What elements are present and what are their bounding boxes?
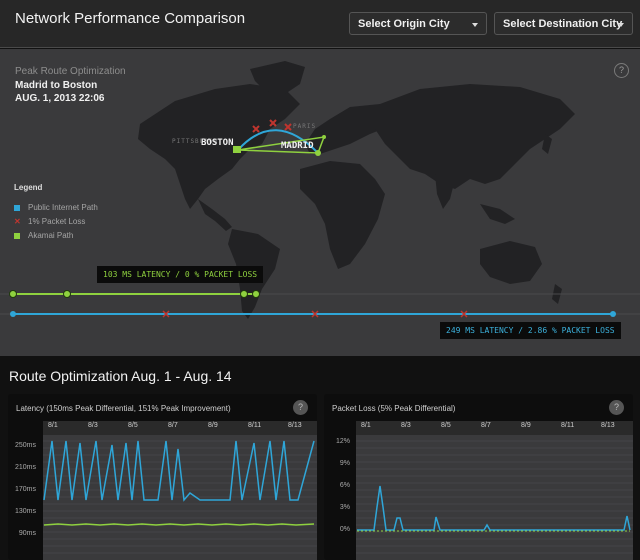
x-tick: 8/9 (208, 422, 218, 429)
x-tick: 8/3 (401, 422, 411, 429)
help-icon[interactable]: ? (614, 63, 629, 78)
akamai-latency-series (43, 523, 315, 526)
x-tick: 8/7 (168, 422, 178, 429)
square-icon (14, 232, 20, 239)
akamai-timeline-hops (9, 290, 260, 298)
x-tick: 8/11 (248, 422, 262, 429)
route-optimization-section: Route Optimization Aug. 1 - Aug. 14 Late… (0, 356, 640, 560)
y-tick: 130ms (14, 508, 36, 515)
x-tick: 8/1 (48, 422, 58, 429)
paris-node (322, 135, 326, 139)
origin-city-select[interactable]: Select Origin City (349, 12, 487, 35)
x-tick: 8/1 (361, 422, 371, 429)
destination-city-select[interactable]: Select Destination City (494, 12, 633, 35)
x-tick: 8/3 (88, 422, 98, 429)
packet-loss-chart-title: Packet Loss (5% Peak Differential) (332, 404, 456, 413)
city-label-faint: PARIS (293, 123, 317, 130)
x-tick: 8/5 (128, 422, 138, 429)
x-tick: 8/13 (288, 422, 302, 429)
akamai-latency-tooltip: 103 MS LATENCY / 0 % PACKET LOSS (97, 266, 264, 283)
map-subtitle: Peak Route Optimization (15, 66, 126, 77)
city-label-boston: BOSTON (201, 138, 234, 148)
y-tick: 210ms (14, 464, 36, 471)
legend-item-packet-loss: ✕ 1% Packet Loss (14, 217, 86, 226)
chevron-down-icon (472, 23, 478, 27)
y-tick: 3% (339, 504, 350, 511)
help-icon[interactable]: ? (293, 400, 308, 415)
y-tick: 250ms (14, 442, 36, 449)
y-tick: 0% (339, 526, 350, 533)
y-tick: 170ms (14, 486, 36, 493)
public-packet-loss-series (357, 485, 631, 531)
x-tick: 8/11 (561, 422, 575, 429)
route-map-panel: Peak Route Optimization Madrid to Boston… (0, 49, 640, 356)
y-tick: 9% (339, 460, 350, 467)
city-label-madrid: MADRID (281, 141, 314, 151)
route-name: Madrid to Boston (15, 80, 98, 91)
x-tick: 8/9 (521, 422, 531, 429)
legend-item-public-internet: Public Internet Path (14, 203, 98, 212)
square-icon (14, 204, 20, 211)
packet-loss-timeline-markers (162, 310, 468, 318)
x-tick: 8/13 (601, 422, 615, 429)
public-latency-series (43, 440, 315, 502)
origin-city-select-label: Select Origin City (358, 18, 450, 30)
latency-chart (43, 421, 317, 560)
header-bar: Network Performance Comparison Select Or… (0, 0, 640, 48)
legend-item-akamai: Akamai Path (14, 231, 73, 240)
y-tick: 6% (339, 482, 350, 489)
public-latency-tooltip: 249 MS LATENCY / 2.86 % PACKET LOSS (440, 322, 621, 339)
x-icon: ✕ (14, 217, 21, 226)
destination-city-select-label: Select Destination City (503, 18, 623, 30)
y-tick: 90ms (18, 530, 36, 537)
madrid-node (315, 150, 321, 156)
packet-loss-chart (356, 421, 633, 560)
y-tick: 12% (335, 438, 350, 445)
boston-node (233, 146, 241, 153)
packet-loss-chart-card: Packet Loss (5% Peak Differential) ? 8/1… (324, 394, 633, 560)
x-tick: 8/5 (441, 422, 451, 429)
route-datetime: AUG. 1, 2013 22:06 (15, 93, 105, 104)
city-label-faint: PITTSBURGH (172, 138, 219, 145)
x-tick: 8/7 (481, 422, 491, 429)
section-title: Route Optimization Aug. 1 - Aug. 14 (9, 368, 232, 384)
legend-title: Legend (14, 183, 43, 192)
chevron-down-icon (618, 23, 624, 27)
help-icon[interactable]: ? (609, 400, 624, 415)
packet-loss-markers-map (252, 119, 292, 133)
public-internet-path (237, 129, 319, 154)
akamai-path (237, 136, 326, 154)
latency-chart-title: Latency (150ms Peak Differential, 151% P… (16, 404, 231, 413)
world-map (0, 61, 640, 319)
latency-chart-card: Latency (150ms Peak Differential, 151% P… (8, 394, 317, 560)
page-title: Network Performance Comparison (15, 10, 246, 27)
